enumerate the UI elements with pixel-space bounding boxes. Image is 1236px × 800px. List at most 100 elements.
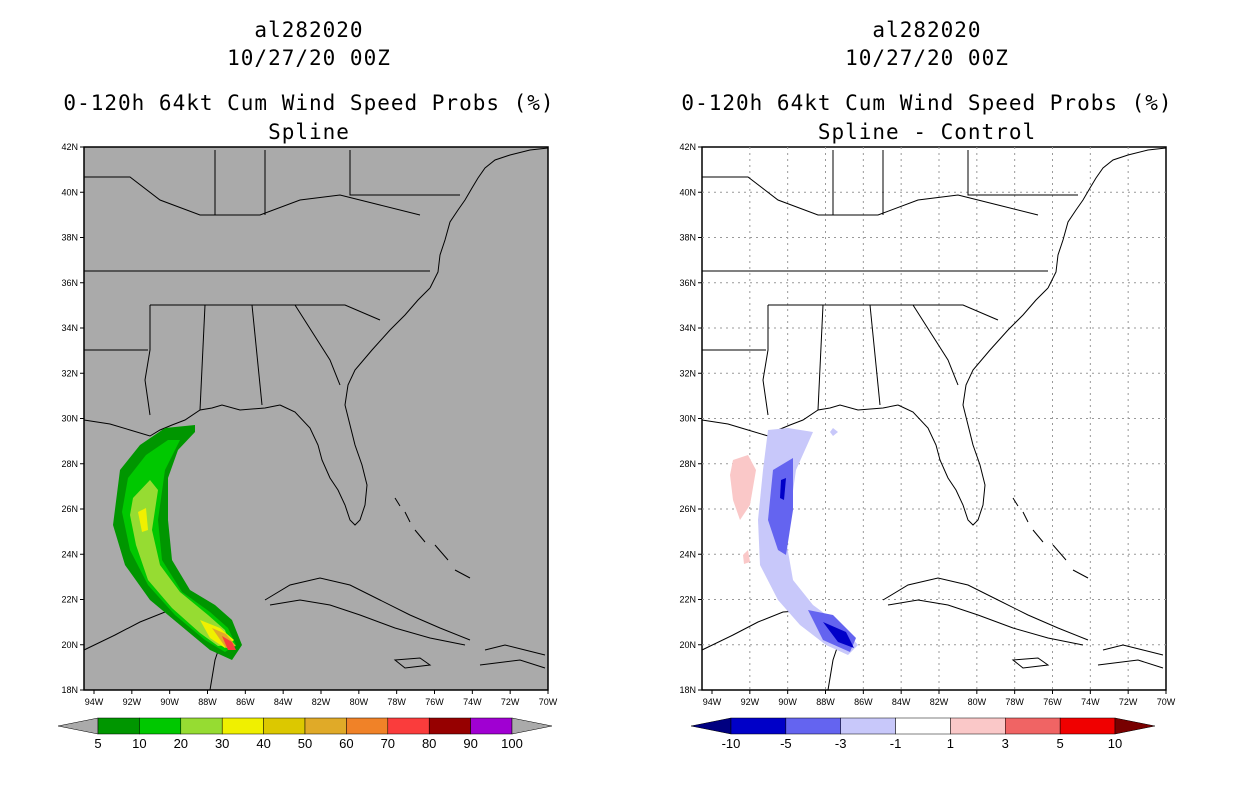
lon-tick-label: 76W bbox=[425, 697, 444, 707]
lon-tick-label: 92W bbox=[741, 697, 760, 707]
colorbar-segment bbox=[180, 717, 223, 735]
lat-tick-label: 40N bbox=[679, 187, 696, 197]
lat-tick-label: 24N bbox=[679, 549, 696, 559]
lat-tick-label: 34N bbox=[61, 323, 78, 333]
colorbar-label: 10 bbox=[132, 736, 147, 751]
colorbar-label: 30 bbox=[214, 736, 230, 751]
colorbar-segment bbox=[840, 717, 896, 735]
lat-tick-label: 28N bbox=[679, 459, 696, 469]
colorbar-label: -10 bbox=[721, 736, 741, 751]
colorbar-segment bbox=[950, 717, 1006, 735]
diff-plus-1-3 bbox=[730, 455, 756, 520]
lon-tick-label: 94W bbox=[85, 697, 104, 707]
lon-tick-label: 78W bbox=[387, 697, 406, 707]
lon-tick-label: 82W bbox=[312, 697, 331, 707]
lon-tick-label: 86W bbox=[854, 697, 873, 707]
datetime-label: 10/27/20 00Z bbox=[845, 46, 1009, 70]
colorbar-segment bbox=[304, 717, 347, 735]
lon-tick-label: 82W bbox=[930, 697, 949, 707]
lat-tick-label: 32N bbox=[679, 368, 696, 378]
lat-tick-label: 38N bbox=[61, 233, 78, 243]
diff-minus-small bbox=[780, 478, 786, 500]
colorbar-label: 60 bbox=[339, 736, 354, 751]
colorbar-right-cap bbox=[1114, 717, 1156, 735]
lat-tick-label: 22N bbox=[679, 595, 696, 605]
product-title: 0-120h 64kt Cum Wind Speed Probs (%) bbox=[681, 91, 1173, 115]
colorbar-label: 40 bbox=[256, 736, 271, 751]
colorbar-label: -5 bbox=[780, 736, 792, 751]
map-left: 42N40N38N36N34N32N30N28N26N24N22N20N18N … bbox=[57, 142, 558, 735]
diff-minus-5-10 bbox=[823, 622, 854, 648]
lat-tick-label: 42N bbox=[61, 142, 78, 152]
colorbar-label: -3 bbox=[834, 736, 847, 751]
diff-minus-speck bbox=[830, 428, 838, 436]
colorbar-label: 5 bbox=[1056, 736, 1064, 751]
lat-tick-label: 26N bbox=[679, 504, 696, 514]
lon-tick-label: 90W bbox=[778, 697, 797, 707]
lat-tick-label: 18N bbox=[679, 685, 696, 695]
colorbar-left-cap bbox=[690, 717, 732, 735]
lon-tick-label: 92W bbox=[123, 697, 142, 707]
lat-tick-label: 36N bbox=[679, 278, 696, 288]
colorbar-label: 3 bbox=[1001, 736, 1009, 751]
lon-tick-label: 70W bbox=[539, 697, 558, 707]
colorbar-label: 5 bbox=[94, 736, 102, 751]
map-background bbox=[83, 146, 549, 691]
lat-tick-label: 36N bbox=[61, 278, 78, 288]
latitude-ticks: 42N 40N 38N 36N 34N 32N 30N 28N 26N 24N 22N 20N 18N bbox=[61, 142, 84, 695]
colorbar-segment bbox=[730, 717, 787, 735]
probability-swath bbox=[113, 425, 242, 660]
right-panel: al282020 10/27/20 00Z 0-120h 64kt Cum Wi… bbox=[618, 0, 1236, 800]
lon-tick-label: 88W bbox=[198, 697, 217, 707]
lon-tick-label: 74W bbox=[463, 697, 482, 707]
lon-tick-label: 80W bbox=[350, 697, 369, 707]
colorbar-segment bbox=[97, 717, 140, 735]
colorbar-segment bbox=[1059, 717, 1116, 735]
lon-tick-label: 74W bbox=[1081, 697, 1100, 707]
longitude-ticks: 94W 92W 90W 88W 86W 84W 82W 80W 78W 76W 74W 72W 70W bbox=[85, 690, 558, 707]
map-right: 42N40N38N36N34N32N30N28N26N24N22N20N18N … bbox=[679, 142, 1176, 735]
lon-tick-label: 86W bbox=[236, 697, 255, 707]
panel-subtitle: Spline bbox=[268, 120, 350, 144]
colorbar-label: 70 bbox=[380, 736, 396, 751]
latitude-ticks: 42N 40N 38N 36N 34N 32N 30N 28N 26N 24N 22N 20N 18N bbox=[679, 142, 702, 695]
diff-minus-3-5 bbox=[768, 458, 793, 555]
swath-30-40 bbox=[138, 508, 148, 532]
colorbar-label: 10 bbox=[1107, 736, 1123, 751]
colorbar-segment bbox=[428, 717, 471, 735]
panel-subtitle: Spline - Control bbox=[817, 120, 1037, 144]
lon-tick-label: 84W bbox=[274, 697, 293, 707]
lat-tick-label: 20N bbox=[679, 640, 696, 650]
diff-plus-small bbox=[743, 550, 750, 564]
coastlines-and-borders bbox=[83, 147, 549, 691]
lon-tick-label: 84W bbox=[892, 697, 911, 707]
lon-tick-label: 76W bbox=[1043, 697, 1062, 707]
colorbar-right-cap bbox=[511, 717, 553, 735]
colorbar-segment bbox=[785, 717, 841, 735]
colorbar-label: 1 bbox=[946, 736, 955, 751]
grid-lines bbox=[702, 147, 1166, 690]
colorbar-segment bbox=[387, 717, 430, 735]
colorbar bbox=[690, 717, 1156, 735]
colorbar-label: 100 bbox=[501, 736, 523, 751]
lat-tick-label: 42N bbox=[679, 142, 696, 152]
colorbar-label: 80 bbox=[421, 736, 437, 751]
colorbar-segment bbox=[895, 717, 951, 735]
map-background bbox=[701, 146, 1167, 691]
lat-tick-label: 24N bbox=[61, 549, 78, 559]
colorbar-label: 50 bbox=[297, 736, 313, 751]
lat-tick-label: 22N bbox=[61, 595, 78, 605]
colorbar-label: -1 bbox=[889, 736, 902, 751]
lon-tick-label: 70W bbox=[1157, 697, 1176, 707]
coastlines-and-borders bbox=[701, 147, 1167, 691]
colorbar-label: 90 bbox=[463, 736, 478, 751]
lon-tick-label: 78W bbox=[1005, 697, 1024, 707]
storm-id-label: al282020 bbox=[254, 18, 364, 42]
lon-tick-label: 72W bbox=[1119, 697, 1138, 707]
colorbar-segment bbox=[263, 717, 306, 735]
lat-tick-label: 26N bbox=[61, 504, 78, 514]
lat-tick-label: 34N bbox=[679, 323, 696, 333]
colorbar bbox=[57, 717, 553, 735]
swath-core-red bbox=[222, 636, 236, 650]
lat-tick-label: 28N bbox=[61, 459, 78, 469]
